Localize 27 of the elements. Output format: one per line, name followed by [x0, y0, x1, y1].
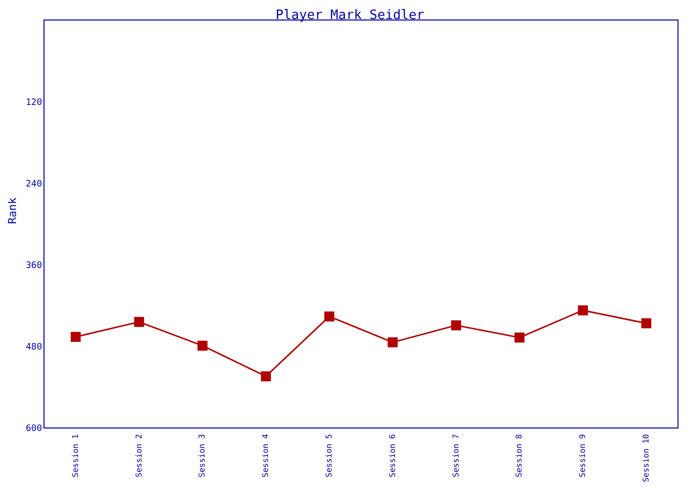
y-tick-label: 480	[26, 342, 42, 353]
y-tick-label: 600	[26, 424, 42, 434]
y-axis-title: Rank	[6, 197, 19, 224]
x-tick-label: Session 10	[641, 434, 650, 482]
x-tick-label: Session 4	[261, 434, 270, 478]
point	[260, 371, 271, 382]
point	[324, 311, 334, 322]
x-tick-label: Session 2	[134, 434, 144, 478]
point	[641, 318, 652, 328]
x-tick-label: Session 3	[198, 434, 207, 478]
point	[514, 332, 524, 343]
y-tick-label: 360	[26, 260, 42, 271]
x-tick-label: Session 9	[578, 434, 588, 478]
point	[70, 332, 81, 342]
point	[578, 305, 588, 316]
point	[134, 316, 144, 327]
x-tick-label: Session 1	[70, 434, 80, 478]
point	[198, 340, 208, 351]
x-tick-label: Session 6	[388, 434, 397, 478]
point	[451, 320, 462, 330]
x-tick-label: Session 5	[324, 434, 334, 478]
x-tick-label: Session 7	[451, 434, 460, 478]
y-tick-label: 120	[26, 98, 42, 108]
chart-title: Player Mark Seidler	[274, 8, 426, 23]
y-tick-label: 240	[26, 179, 42, 190]
point	[388, 337, 398, 348]
x-tick-label: Session 8	[514, 434, 524, 478]
